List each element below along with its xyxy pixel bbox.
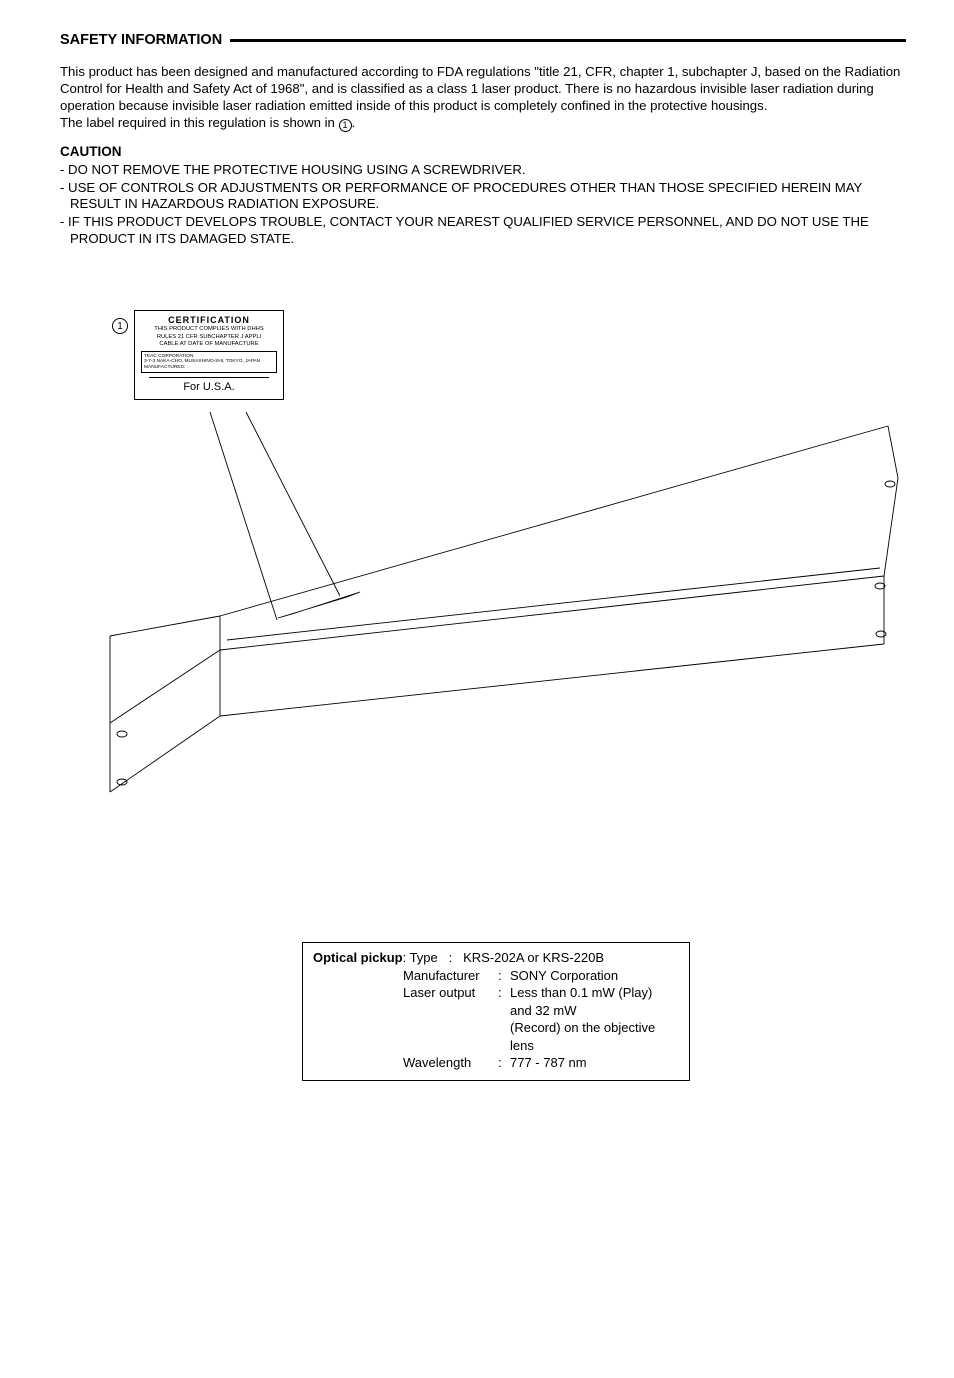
spec-val: Less than 0.1 mW (Play) and 32 mW	[510, 984, 675, 1019]
spec-sep: :	[498, 1054, 510, 1072]
spec-row: (Record) on the objective lens	[403, 1019, 675, 1054]
spec-row: Wavelength : 777 - 787 nm	[403, 1054, 675, 1072]
spec-key: Wavelength	[403, 1054, 498, 1072]
spec-key	[403, 1019, 498, 1054]
intro-text-2b: .	[352, 115, 356, 130]
chassis-line-drawing	[60, 296, 906, 836]
spec-row: Manufacturer : SONY Corporation	[403, 967, 675, 985]
circled-marker-inline: 1	[339, 119, 352, 132]
spec-row: Laser output : Less than 0.1 mW (Play) a…	[403, 984, 675, 1019]
spec-key: Manufacturer	[403, 967, 498, 985]
caution-list: - DO NOT REMOVE THE PROTECTIVE HOUSING U…	[60, 162, 906, 248]
section-header: SAFETY INFORMATION	[60, 32, 906, 48]
spec-row-type: Optical pickup: Type : KRS-202A or KRS-2…	[313, 949, 675, 967]
spec-key: Type	[410, 950, 438, 965]
spec-key: Laser output	[403, 984, 498, 1019]
caution-item: - DO NOT REMOVE THE PROTECTIVE HOUSING U…	[60, 162, 906, 179]
caution-item: - USE OF CONTROLS OR ADJUSTMENTS OR PERF…	[60, 180, 906, 214]
intro-text-1: This product has been designed and manuf…	[60, 64, 900, 113]
spec-sep: :	[403, 950, 410, 965]
section-title: SAFETY INFORMATION	[60, 32, 230, 48]
spec-val: SONY Corporation	[510, 967, 675, 985]
spec-val: (Record) on the objective lens	[510, 1019, 675, 1054]
product-diagram: 1 CERTIFICATION THIS PRODUCT COMPLIES WI…	[60, 296, 906, 836]
intro-text-2a: The label required in this regulation is…	[60, 115, 339, 130]
optical-pickup-spec: Optical pickup: Type : KRS-202A or KRS-2…	[302, 942, 690, 1081]
spec-sep: :	[441, 950, 459, 965]
spec-val: 777 - 787 nm	[510, 1054, 675, 1072]
section-rule	[230, 39, 906, 42]
spec-sep: :	[498, 967, 510, 985]
intro-paragraph: This product has been designed and manuf…	[60, 64, 906, 132]
spec-heading: Optical pickup	[313, 950, 403, 965]
spec-sep: :	[498, 984, 510, 1019]
spec-val: KRS-202A or KRS-220B	[463, 950, 604, 965]
spec-sep	[498, 1019, 510, 1054]
caution-heading: CAUTION	[60, 144, 906, 159]
caution-item: - IF THIS PRODUCT DEVELOPS TROUBLE, CONT…	[60, 214, 906, 248]
